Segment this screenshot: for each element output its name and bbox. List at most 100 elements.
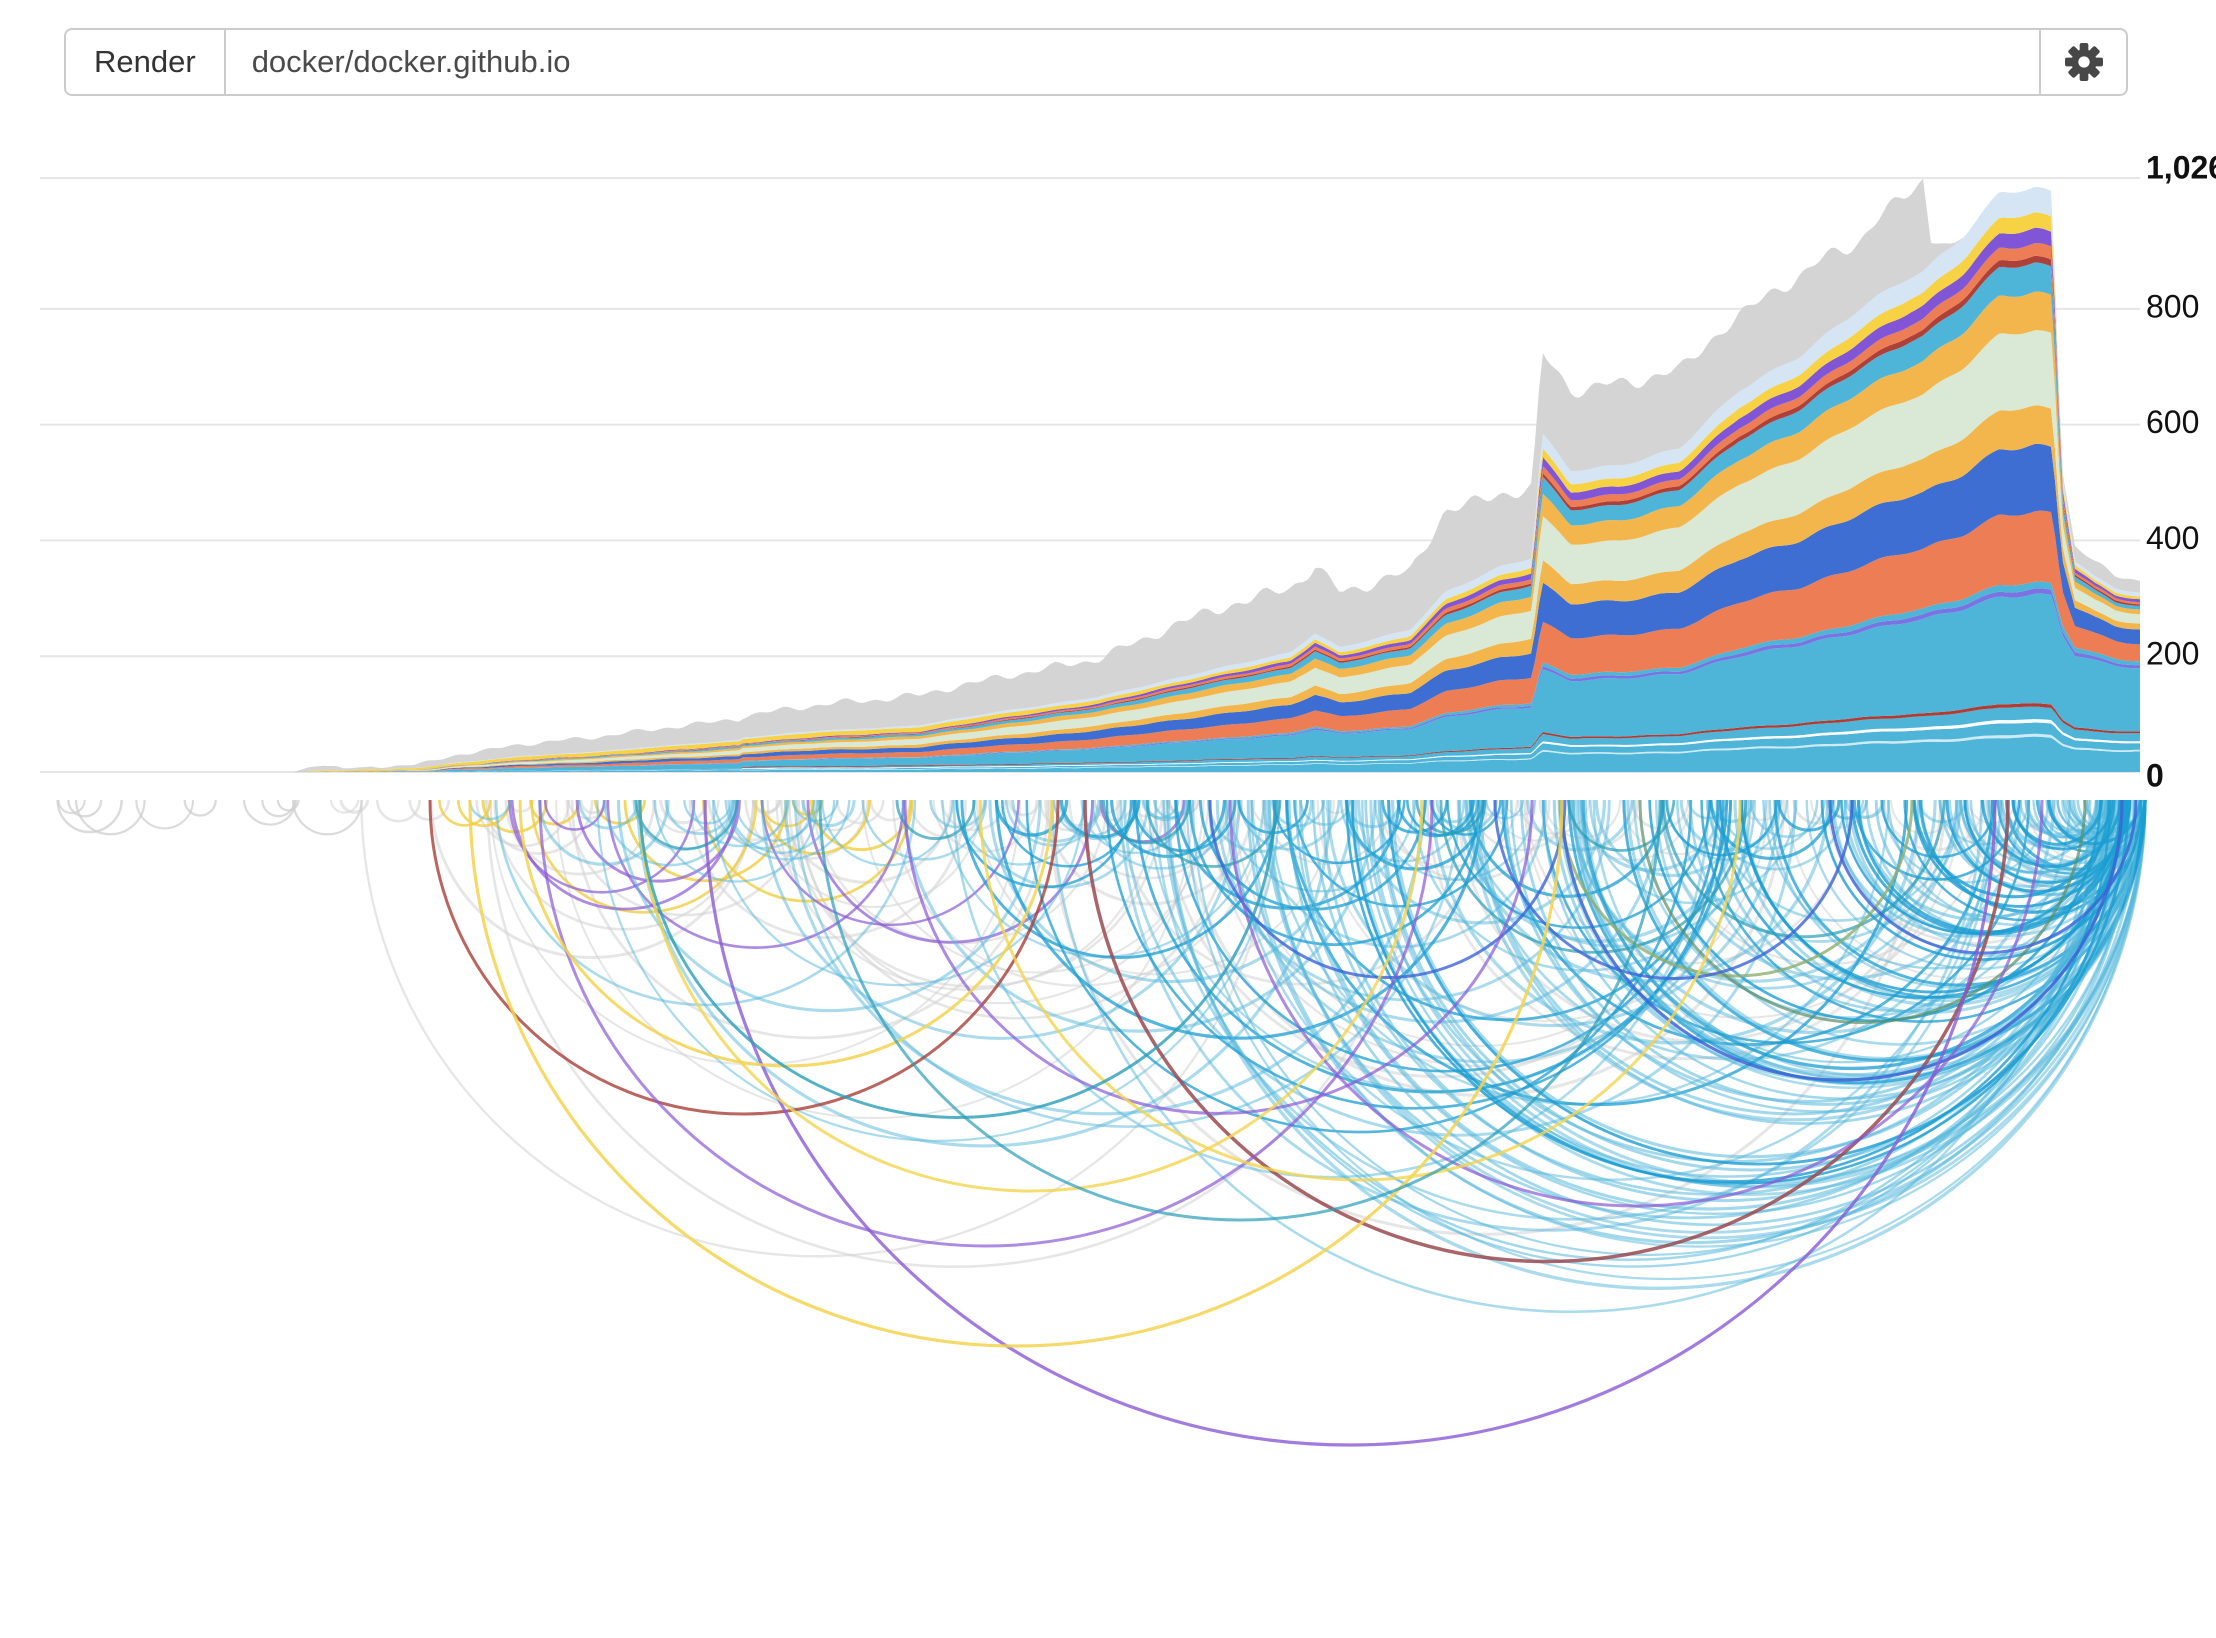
commit-arc (975, 799, 1335, 976)
commit-arc (616, 799, 1042, 1013)
axis-tick-label: 1,026 (2146, 149, 2216, 185)
commit-arc (1415, 799, 1485, 835)
commit-arc (664, 799, 735, 836)
commit-arc (1558, 799, 1914, 978)
commit-arc (703, 799, 1997, 1447)
commit-arc (555, 799, 1194, 1120)
commit-arc (623, 799, 789, 883)
commit-arc (1431, 799, 1921, 1045)
commit-arc (797, 799, 1237, 1020)
commit-arc (1134, 799, 1733, 1094)
commit-arc (1007, 799, 1041, 817)
commit-arc (261, 799, 296, 818)
commit-arc (1225, 799, 1417, 893)
commit-arc (818, 799, 1662, 1222)
commit-arc (1412, 799, 1756, 972)
settings-button[interactable] (2041, 28, 2128, 96)
commit-arc (1828, 799, 2138, 955)
commit-arc (135, 799, 195, 830)
commit-arc (1777, 799, 1841, 832)
commit-arc (638, 799, 1277, 1119)
commit-arc (727, 799, 836, 855)
area-layer-salmon-2 (295, 243, 2140, 772)
commit-arc (1439, 799, 1748, 954)
commit-arc (1430, 799, 1502, 836)
commit-arc (543, 799, 606, 831)
toolbar: Render (64, 28, 2128, 96)
axis-tick-label: 0 (2146, 757, 2164, 793)
commit-arc (1638, 799, 2087, 1024)
commit-arc (538, 799, 1434, 1248)
commit-arc (724, 799, 851, 861)
commit-arc (1246, 799, 2136, 1245)
commit-arc (1376, 799, 1519, 869)
commit-arc (339, 799, 370, 814)
commit-arc (1820, 799, 2143, 962)
commit-arc (638, 799, 1424, 1193)
area-layer-cyan-lower (295, 736, 2140, 772)
commit-arc (1174, 799, 1720, 1073)
commit-arc (596, 799, 1281, 1142)
area-layer-pale-blue (295, 186, 2140, 772)
gear-icon (2064, 42, 2104, 82)
commit-arc (1262, 799, 2115, 1220)
commit-arc (1208, 799, 1567, 979)
commit-arc (835, 799, 885, 825)
commit-arc (577, 799, 640, 830)
repo-input[interactable] (225, 28, 2041, 96)
commit-arc (1493, 799, 1854, 980)
commit-arc (1287, 799, 2141, 1227)
commit-arc (1700, 799, 2147, 1023)
commit-arc (242, 799, 298, 826)
area-layer-dark-red (295, 255, 2140, 772)
area-layer-cyan-2 (295, 262, 2140, 772)
commit-arc (1083, 799, 2010, 1264)
commit-arc (1284, 799, 1909, 1107)
commit-arc (1560, 799, 2124, 1082)
commit-arc (978, 799, 1742, 1182)
commit-arc (1180, 799, 1786, 1097)
commit-arc (960, 799, 1279, 959)
commit-arc (1091, 799, 1231, 870)
commit-arc (1351, 799, 2121, 1185)
axis-tick-label: 200 (2146, 636, 2199, 672)
commit-arc (1689, 799, 2114, 1013)
commit-arc (56, 799, 123, 834)
area-layer-yellow (295, 212, 2140, 772)
commit-arc (901, 799, 1377, 1033)
commit-arc (1569, 799, 1958, 990)
commit-arc (734, 799, 819, 842)
commit-arc (760, 799, 1241, 1040)
commit-arc (1154, 799, 1996, 1221)
commit-arc (1633, 799, 2072, 1019)
area-layer-cyan-upper (295, 593, 2140, 772)
commit-arc (994, 799, 1069, 837)
commit-arc (1661, 799, 1946, 939)
commit-arc (1980, 799, 2122, 868)
commit-arc (1387, 799, 2131, 1166)
area-layer-pale-green (295, 330, 2140, 772)
commit-arc (2012, 799, 2114, 851)
commit-arc (895, 799, 976, 841)
render-button[interactable]: Render (64, 28, 226, 96)
commit-arc (903, 799, 1534, 1115)
commit-arc (1059, 799, 1141, 839)
commit-arc (438, 799, 492, 827)
commit-arc (468, 799, 1564, 1348)
commit-arc (570, 799, 1050, 1040)
commit-arc (793, 799, 1462, 1128)
y-axis-labels: 1,026 800 600 400 200 0 (2146, 149, 2216, 793)
commit-arc (375, 799, 421, 823)
commit-arc (940, 799, 1007, 832)
commit-arc (1025, 799, 1693, 1134)
axis-tick-label: 600 (2146, 404, 2199, 440)
commit-arc (1381, 799, 1449, 834)
commit-arc (1361, 799, 2137, 1188)
commit-arc (1238, 799, 1341, 851)
commit-arc (57, 799, 86, 815)
axis-tick-label: 800 (2146, 288, 2199, 324)
commit-arc (929, 799, 987, 829)
commit-arc (932, 799, 1038, 853)
